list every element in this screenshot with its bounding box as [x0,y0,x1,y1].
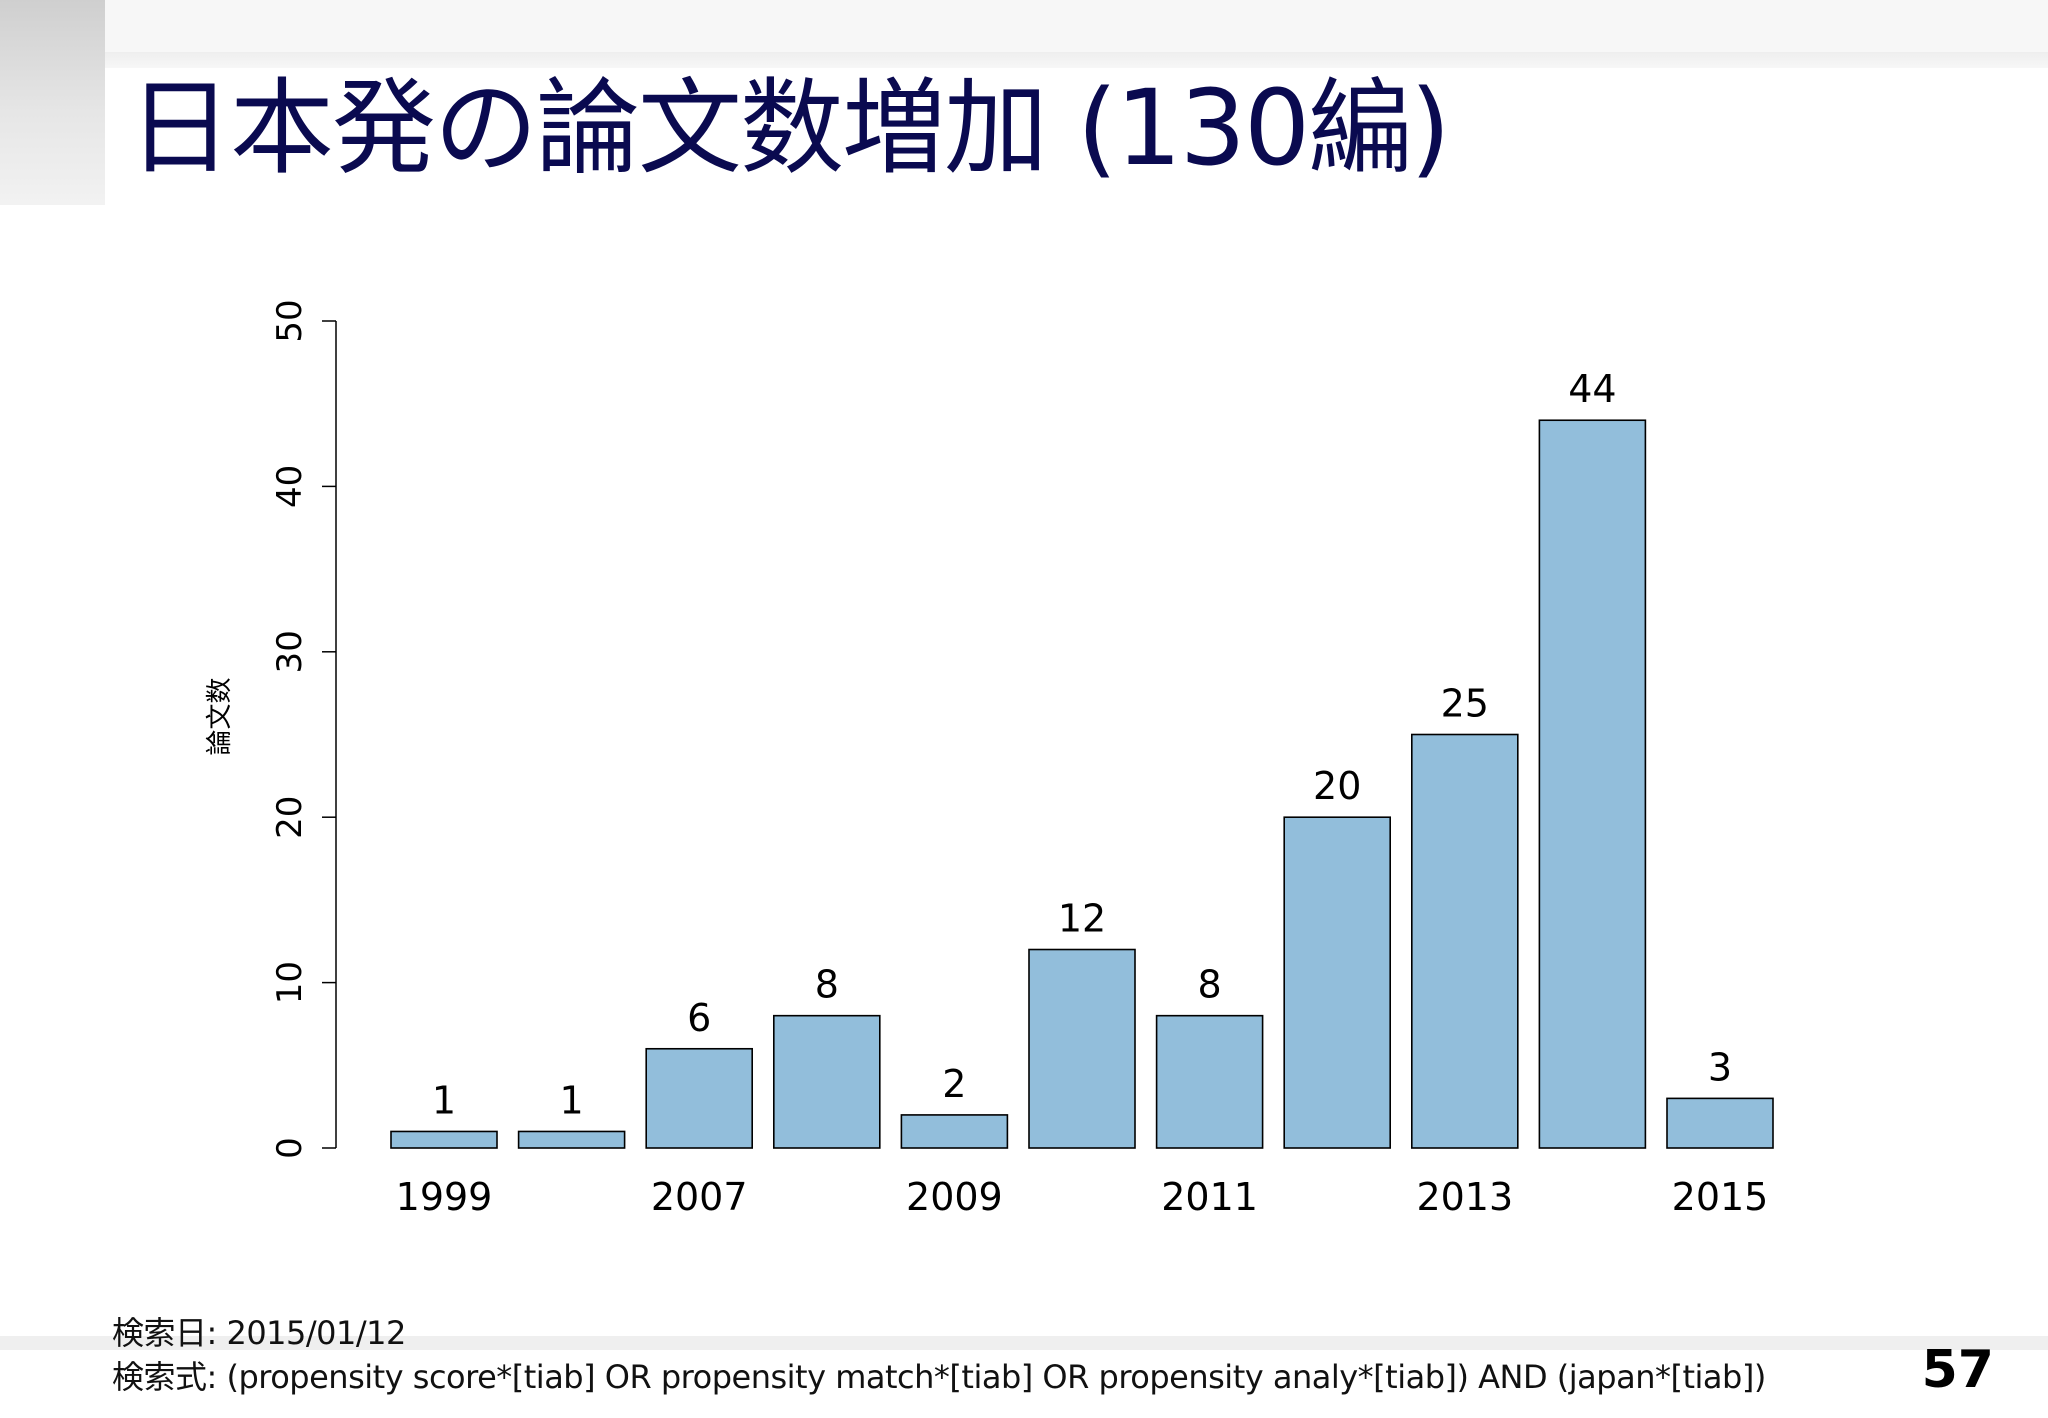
x-tick-label: 2015 [1672,1175,1769,1219]
corner-decoration [0,0,105,205]
bar [1028,948,1136,1149]
bar-value-label: 1 [432,1078,456,1122]
footer-band [0,1336,2048,1350]
bar-chart: 0 10 20 30 40 50 論文数 1 1999 1 6 2007 8 2 2009 12 8 2011 20… [150,200,2030,1280]
slide-title: 日本発の論文数増加 (130編) [128,67,1451,189]
header-band-shadow [105,52,2048,68]
y-tick-label: 50 [270,299,310,342]
search-query: 検索式: (propensity score*[tiab] OR propens… [112,1358,1766,1396]
bar [1411,733,1519,1149]
bar [645,1047,754,1149]
y-tick-label: 30 [270,630,310,673]
bar-value-label: 25 [1441,682,1489,726]
bar-value-label: 8 [815,963,839,1007]
bar [772,1014,881,1149]
bar-value-label: 20 [1313,764,1361,808]
x-tick-label: 2011 [1161,1175,1258,1219]
bar [1538,419,1647,1149]
bar [390,1130,498,1149]
bar-value-label: 2 [942,1062,966,1106]
y-tick-label: 0 [270,1137,310,1159]
page-number: 57 [1921,1340,1994,1400]
bar-value-label: 3 [1708,1045,1732,1089]
x-tick-label: 1999 [396,1175,493,1219]
y-tick-label: 10 [270,961,310,1004]
bar-value-label: 6 [687,996,711,1040]
x-tick-label: 2009 [906,1175,1003,1219]
bar [1666,1097,1774,1149]
bar-value-label: 12 [1058,897,1106,941]
y-axis-title: 論文数 [205,677,235,755]
y-tick-label: 40 [270,465,310,508]
search-date: 検索日: 2015/01/12 [112,1314,406,1352]
bar-value-label: 1 [560,1078,584,1122]
x-tick-label: 2013 [1416,1175,1513,1219]
bar-value-label: 44 [1568,367,1616,411]
bar [517,1130,626,1149]
bar [900,1114,1009,1149]
bar [1283,816,1391,1149]
bar-chart-svg: 0 10 20 30 40 50 論文数 1 1999 1 6 2007 8 2 2009 12 8 2011 20… [205,299,1774,1219]
header-band [105,0,2048,52]
y-tick-label: 20 [270,796,310,839]
x-tick-label: 2007 [651,1175,748,1219]
bar [1155,1014,1264,1149]
bar-value-label: 8 [1198,963,1222,1007]
